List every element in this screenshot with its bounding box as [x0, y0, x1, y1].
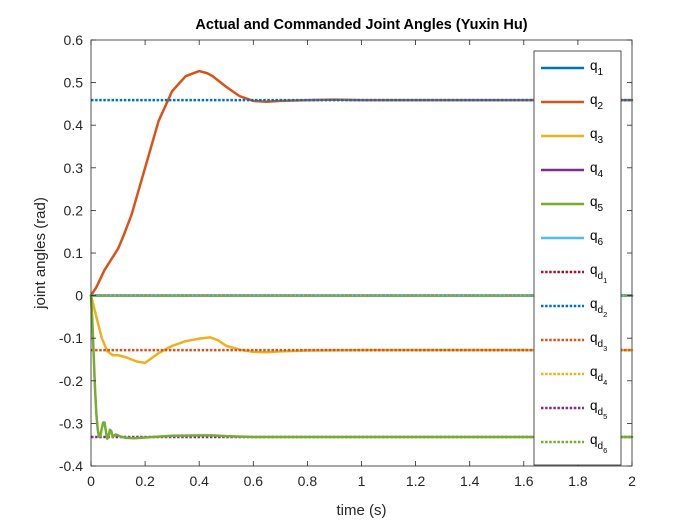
x-axis-label: time (s)	[337, 502, 387, 519]
x-tick-label: 1.6	[514, 473, 534, 489]
y-axis-label: joint angles (rad)	[32, 197, 49, 310]
ticks-layer: 0 0.2 0.4 0.6 0.8 1 1.2 1.4 1.6 1.8 2 -0.4 -0.3 -0.2 -…	[59, 32, 636, 489]
legend-box	[533, 50, 622, 466]
x-tick-label: 1	[358, 473, 366, 489]
x-tick-label: 0	[87, 473, 95, 489]
y-tick-label: 0.6	[64, 32, 84, 48]
x-tick-label: 0.6	[244, 473, 264, 489]
x-tick-label: 1.8	[568, 473, 588, 489]
y-tick-label: -0.3	[59, 415, 83, 431]
x-tick-label: 0.8	[298, 473, 318, 489]
y-tick-label: -0.4	[59, 458, 83, 474]
x-tick-label: 1.2	[406, 473, 426, 489]
y-tick-label: 0	[75, 288, 83, 304]
x-tick-label: 0.2	[135, 473, 155, 489]
y-tick-label: 0.2	[64, 202, 84, 218]
y-tick-label: 0.3	[64, 160, 84, 176]
x-tick-label: 0.4	[189, 473, 209, 489]
y-tick-label: 0.5	[64, 75, 84, 91]
chart-title: Actual and Commanded Joint Angles (Yuxin…	[195, 17, 527, 33]
x-tick-label: 2	[628, 473, 636, 489]
y-tick-label: 0.1	[64, 245, 84, 261]
y-tick-label: -0.2	[59, 373, 83, 389]
y-tick-label: -0.1	[59, 330, 83, 346]
y-tick-label: 0.4	[64, 117, 84, 133]
x-tick-label: 1.4	[460, 473, 480, 489]
series-line-q5	[89, 294, 634, 440]
